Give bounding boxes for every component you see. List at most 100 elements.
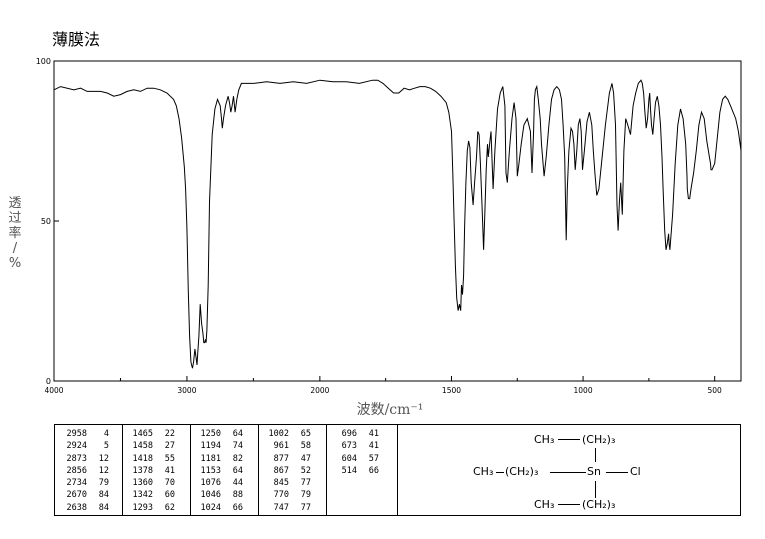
peak-wavenumber: 2734 — [66, 478, 87, 489]
peak-transmittance: 79 — [300, 490, 311, 501]
peak-wavenumber: 2924 — [66, 441, 87, 452]
peak-transmittance: 64 — [232, 429, 243, 439]
peak-row: 961 58 — [261, 440, 311, 452]
peak-transmittance: 64 — [232, 465, 243, 476]
peak-transmittance: 82 — [232, 453, 243, 464]
peak-row: 2873 12 — [59, 453, 109, 465]
x-axis-label: 波数/cm⁻¹ — [356, 402, 424, 418]
peak-row: 1418 55 — [125, 453, 175, 465]
bond-left-b — [550, 472, 586, 473]
bond-bottom-h — [558, 504, 580, 505]
y-tick-label: 100 — [36, 57, 51, 66]
peak-column: 1002 65 961 58 877 47 867 52 845 77 770 79 747 77 — [261, 428, 311, 514]
y-axis-label-char: 过 — [8, 211, 22, 226]
peak-transmittance: 5 — [103, 441, 109, 452]
method-label: 薄膜法 — [52, 30, 101, 49]
peak-wavenumber: 1465 — [132, 429, 153, 439]
y-axis-label-char: 透 — [8, 196, 22, 211]
peak-transmittance: 12 — [98, 453, 109, 464]
spectrum-line — [53, 79, 742, 369]
x-tick-label: 1500 — [442, 386, 461, 395]
peak-row: 1293 62 — [125, 502, 175, 514]
peak-wavenumber: 1002 — [268, 429, 289, 439]
chlorine-atom: Cl — [630, 465, 641, 478]
ir-spectrum-chart: 0 50 100 4000 3000 2000 1500 1000 500 — [36, 57, 742, 395]
peak-transmittance: 79 — [98, 478, 109, 489]
bottom-ch3: CH₃ — [534, 498, 555, 511]
peak-transmittance: 58 — [300, 441, 311, 452]
y-tick-label: 50 — [41, 217, 51, 226]
peak-row: 1024 66 — [193, 502, 243, 514]
peak-transmittance: 57 — [368, 453, 379, 464]
peak-table: 2958 4 2924 5 2873 12 2856 12 2734 79 2670 84 2638 84… — [54, 424, 398, 516]
peak-transmittance: 84 — [98, 502, 109, 513]
peak-wavenumber: 2856 — [66, 465, 87, 476]
y-tick-label: 0 — [46, 377, 51, 386]
peak-wavenumber: 2873 — [66, 453, 87, 464]
peak-transmittance: 77 — [300, 478, 311, 489]
peak-transmittance: 74 — [232, 441, 243, 452]
peak-transmittance: 41 — [368, 429, 379, 439]
peak-wavenumber: 1293 — [132, 502, 153, 513]
peak-wavenumber: 1076 — [200, 478, 221, 489]
peak-transmittance: 60 — [164, 490, 175, 501]
peak-row: 2638 84 — [59, 502, 109, 514]
peak-column: 2958 4 2924 5 2873 12 2856 12 2734 79 2670 84 2638 84 — [59, 428, 109, 514]
peak-column: 696 41 673 41 604 57 514 66 — [329, 428, 379, 477]
bond-bottom-v — [595, 481, 596, 498]
x-tick-label: 500 — [708, 386, 723, 395]
peak-column: 1465 22 1458 27 1418 55 1378 41 1360 70 1342 60 1293… — [125, 428, 175, 514]
table-divider — [122, 425, 123, 515]
peak-transmittance: 12 — [98, 465, 109, 476]
table-divider — [190, 425, 191, 515]
peak-wavenumber: 673 — [341, 441, 357, 452]
peak-row: 845 77 — [261, 477, 311, 489]
peak-transmittance: 66 — [368, 465, 379, 476]
top-ch2: (CH₂)₃ — [582, 433, 616, 446]
peak-wavenumber: 696 — [341, 429, 357, 439]
peak-wavenumber: 1458 — [132, 441, 153, 452]
peak-wavenumber: 845 — [273, 478, 289, 489]
peak-row: 1458 27 — [125, 440, 175, 452]
table-divider — [326, 425, 327, 515]
peak-wavenumber: 2958 — [66, 429, 87, 439]
peak-row: 1076 44 — [193, 477, 243, 489]
bond-left-a — [496, 472, 504, 473]
peak-wavenumber: 770 — [273, 490, 289, 501]
x-tick-label: 1000 — [574, 386, 593, 395]
y-axis-label-char: % — [8, 256, 22, 271]
peak-wavenumber: 1181 — [200, 453, 221, 464]
peak-transmittance: 88 — [232, 490, 243, 501]
peak-transmittance: 84 — [98, 490, 109, 501]
peak-row: 2924 5 — [59, 440, 109, 452]
peak-row: 867 52 — [261, 465, 311, 477]
top-ch3: CH₃ — [534, 433, 555, 446]
peak-transmittance: 66 — [232, 502, 243, 513]
peak-row: 673 41 — [329, 440, 379, 452]
peak-row: 2958 4 — [59, 428, 109, 440]
peak-wavenumber: 1360 — [132, 478, 153, 489]
peak-row: 770 79 — [261, 489, 311, 501]
peak-transmittance: 27 — [164, 441, 175, 452]
chart-axes — [53, 60, 742, 382]
peak-wavenumber: 2670 — [66, 490, 87, 501]
peak-transmittance: 62 — [164, 502, 175, 513]
peak-row: 514 66 — [329, 465, 379, 477]
left-ch2: (CH₂)₃ — [505, 465, 539, 478]
peak-row: 2734 79 — [59, 477, 109, 489]
peak-row: 1250 64 — [193, 428, 243, 440]
peak-transmittance: 65 — [300, 429, 311, 439]
peak-wavenumber: 2638 — [66, 502, 87, 513]
bond-top-v — [595, 448, 596, 462]
peak-row: 1342 60 — [125, 489, 175, 501]
table-divider — [258, 425, 259, 515]
peak-wavenumber: 1378 — [132, 465, 153, 476]
peak-row: 1046 88 — [193, 489, 243, 501]
plot-frame — [53, 60, 742, 382]
peak-row: 1153 64 — [193, 465, 243, 477]
y-axis-label-char: 率 — [8, 226, 22, 241]
chart-ticks: 0 50 100 4000 3000 2000 1500 1000 500 — [36, 57, 722, 395]
peak-wavenumber: 514 — [341, 465, 357, 476]
bond-right — [606, 472, 628, 473]
y-axis-label: 透过率 /% — [4, 196, 26, 271]
